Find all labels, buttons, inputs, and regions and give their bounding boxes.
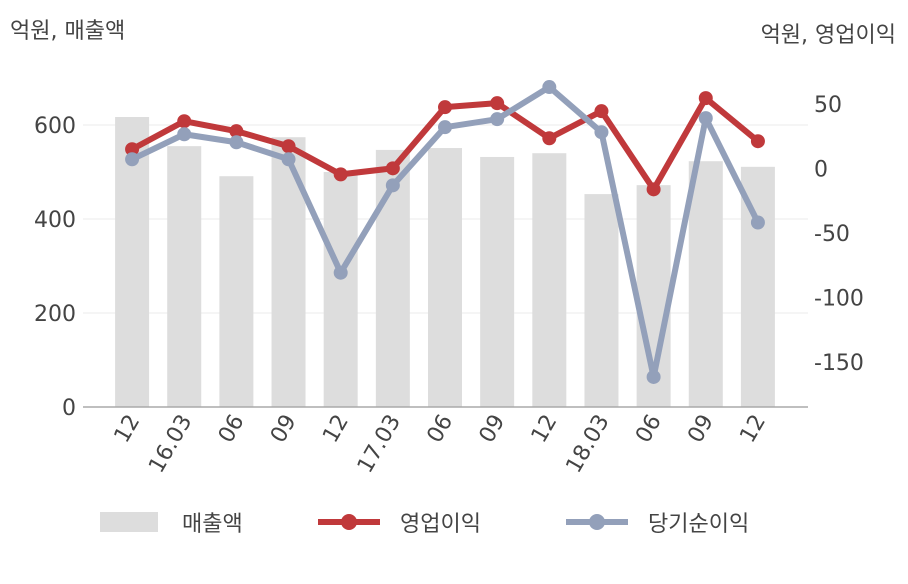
point [385, 161, 400, 176]
point [698, 91, 713, 106]
point [542, 80, 557, 95]
x-tick-label: 17.03 [353, 411, 406, 478]
x-tick-label: 06 [631, 411, 667, 448]
x-tick-label: 09 [266, 411, 302, 448]
x-tick-label: 09 [683, 411, 719, 448]
bar [219, 176, 254, 407]
legend-label: 매출액 [182, 512, 243, 537]
x-tick-label: 12 [318, 411, 354, 448]
point [333, 265, 348, 280]
bar [271, 137, 306, 407]
point [125, 152, 140, 167]
point [281, 152, 296, 167]
y-tick-label: 400 [34, 208, 76, 233]
point [177, 114, 192, 129]
legend-label: 당기순이익 [648, 512, 749, 537]
y2-axis-label: 억원, 영업이익 [761, 23, 896, 48]
y2-tick-label: -150 [814, 351, 864, 376]
x-tick-label: 12 [110, 411, 146, 448]
legend-swatch [100, 512, 158, 532]
bar [428, 148, 462, 407]
x-tick-label: 18.03 [562, 411, 615, 478]
point [698, 111, 713, 126]
point [750, 134, 765, 149]
x-tick-label: 16.03 [144, 411, 197, 478]
bar [480, 156, 515, 407]
y2-tick-label: -100 [814, 286, 864, 311]
bar [584, 194, 619, 407]
legend-swatch [341, 514, 357, 530]
point [646, 182, 661, 197]
bar [688, 161, 723, 407]
x-tick-label: 12 [735, 411, 771, 448]
bar [323, 172, 358, 407]
point [438, 120, 452, 135]
bar [740, 166, 775, 407]
bar [532, 153, 567, 407]
point [646, 369, 661, 384]
point [333, 167, 348, 182]
y-tick-label: 0 [62, 396, 76, 421]
point [490, 96, 505, 111]
point [750, 215, 765, 230]
point [594, 125, 609, 140]
x-tick-label: 06 [423, 411, 459, 448]
y2-tick-label: 50 [814, 93, 842, 118]
point [177, 127, 192, 142]
bar [167, 146, 202, 407]
x-tick-label: 06 [214, 411, 250, 448]
x-tick-label: 09 [475, 410, 511, 447]
x-tick-label: 12 [527, 411, 563, 448]
y-axis-label: 억원, 매출액 [10, 19, 125, 44]
point [125, 142, 140, 157]
y2-tick-label: 0 [814, 157, 828, 182]
point [438, 100, 452, 115]
point [542, 131, 557, 146]
point [281, 139, 296, 154]
legend-swatch [589, 514, 605, 530]
point [490, 112, 505, 127]
point [385, 178, 400, 193]
point [594, 104, 609, 119]
y-tick-label: 600 [34, 114, 76, 139]
legend-label: 영업이익 [400, 512, 481, 537]
bar [375, 149, 410, 407]
y-tick-label: 200 [34, 302, 76, 327]
point [229, 124, 244, 139]
y2-tick-label: -50 [814, 222, 850, 247]
point [229, 135, 244, 150]
